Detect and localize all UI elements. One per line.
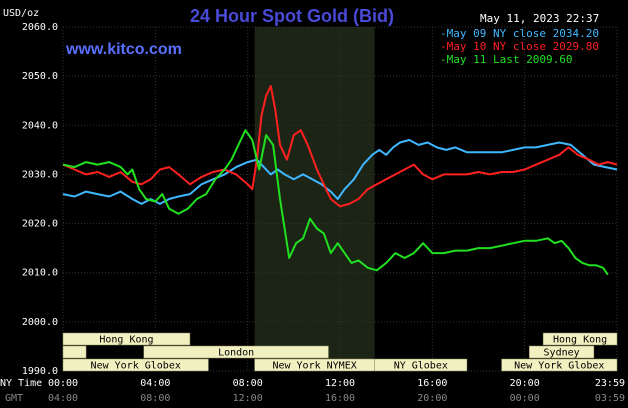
y-tick-label: 2000.0 (22, 317, 58, 328)
nymex-session-highlight (254, 27, 375, 371)
x-tick-gmt: 04:00 (48, 393, 78, 404)
market-box (143, 345, 329, 359)
market-box (374, 358, 468, 372)
gmt-prefix: GMT (5, 393, 23, 404)
legend-entry-may11: -May 11 Last 2009.60 (440, 53, 572, 66)
series-line-may11 (62, 129, 609, 276)
legend: -May 09 NY close 2034.20-May 10 NY close… (440, 27, 599, 66)
x-tick-gmt: 08:00 (140, 393, 170, 404)
market-box (501, 358, 618, 372)
market-box (529, 345, 595, 359)
market-label: Hong Kong (553, 335, 607, 346)
series-lines (62, 85, 618, 276)
market-label: Hong Kong (99, 335, 153, 346)
market-box (542, 332, 618, 346)
y-tick-label: 2040.0 (22, 120, 58, 131)
x-axis: 00:00 04:00 04:00 08:00 08:00 12:00 12:00 16:00… (48, 378, 625, 404)
series-line-may10 (62, 85, 618, 208)
x-tick-ny: 16:00 (417, 378, 447, 389)
market-box (62, 358, 209, 372)
series-line-may09 (62, 139, 618, 205)
market-label: New York Globex (514, 361, 604, 372)
x-tick-ny: 00:00 (48, 378, 78, 389)
market-box (62, 332, 191, 346)
market-box (62, 345, 87, 359)
market-label: London (218, 348, 254, 359)
y-tick-label: 2060.0 (22, 22, 58, 33)
website-watermark: www.kitco.com (65, 41, 182, 58)
x-tick-ny: 20:00 (510, 378, 540, 389)
ny-time-prefix: NY Time (0, 378, 42, 389)
highlight-band (254, 27, 375, 371)
legend-entry-may09: -May 09 NY close 2034.20 (440, 27, 599, 40)
y-tick-label: 2010.0 (22, 268, 58, 279)
market-label: New York NYMEX (272, 361, 356, 372)
y-tick-label: 1990.0 (22, 366, 58, 377)
x-tick-ny: 12:00 (325, 378, 355, 389)
x-tick-gmt: 00:00 (510, 393, 540, 404)
market-label: NY Globex (394, 361, 448, 372)
legend-entry-may10: -May 10 NY close 2029.80 (440, 40, 599, 53)
chart-title: 24 Hour Spot Gold (Bid) (190, 6, 394, 26)
x-tick-gmt: 16:00 (325, 393, 355, 404)
y-tick-label: 2050.0 (22, 71, 58, 82)
market-label: New York Globex (91, 361, 181, 372)
x-tick-gmt: 03:59 (595, 393, 625, 404)
y-tick-label: 2020.0 (22, 219, 58, 230)
x-tick-ny: 08:00 (233, 378, 263, 389)
y-tick-label: 2030.0 (22, 169, 58, 180)
x-tick-ny: 23:59 (595, 378, 625, 389)
chart-date: May 11, 2023 22:37 (480, 12, 599, 25)
x-tick-ny: 04:00 (140, 378, 170, 389)
y-axis: 1990.0 2000.0 2010.0 2020.0 2030.0 2040.0 2050… (22, 22, 58, 377)
market-hours: Hong Kong Hong Kong London Sydney New York G… (62, 332, 618, 372)
market-label: Sydney (544, 348, 580, 359)
x-tick-gmt: 12:00 (233, 393, 263, 404)
y-axis-unit: USD/oz (3, 8, 39, 19)
x-tick-gmt: 20:00 (417, 393, 447, 404)
